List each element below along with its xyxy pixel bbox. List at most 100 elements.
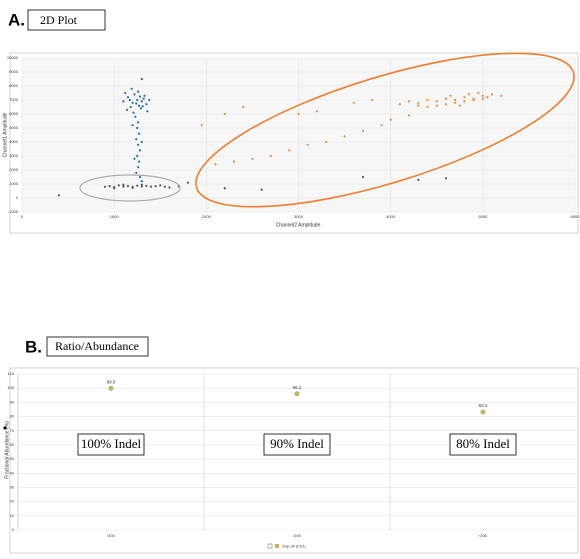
- point: [352, 101, 355, 104]
- point: [137, 160, 141, 163]
- point: [135, 138, 138, 141]
- point: [343, 135, 346, 138]
- point: [134, 115, 137, 118]
- point: [113, 187, 116, 190]
- point: [260, 188, 263, 191]
- point: [140, 183, 143, 186]
- point: [444, 177, 448, 180]
- y-tick-label: 9000: [9, 69, 19, 74]
- point: [154, 185, 157, 188]
- panel-label: A.: [8, 10, 25, 29]
- chart-title: Ratio/Abundance: [55, 339, 139, 353]
- point: [122, 185, 125, 188]
- point: [232, 160, 236, 163]
- point: [426, 105, 429, 109]
- point: [306, 143, 309, 146]
- point: [146, 110, 149, 113]
- point: [136, 154, 139, 158]
- point: [137, 166, 140, 169]
- point: [139, 107, 142, 110]
- point: [297, 112, 300, 116]
- point: [136, 98, 139, 102]
- point: [137, 90, 140, 93]
- point: [122, 100, 125, 103]
- point: [136, 126, 139, 130]
- y-tick-label: 50: [10, 456, 15, 461]
- point: [140, 77, 143, 81]
- annotation: 90% Indel: [270, 436, 324, 451]
- x-tick-label: 4000: [386, 214, 396, 219]
- point: [57, 194, 60, 197]
- point: [129, 105, 132, 109]
- y-tick-label: 100: [7, 385, 14, 390]
- point: [125, 108, 129, 111]
- point: [141, 105, 144, 108]
- point: [108, 385, 114, 391]
- x-tick-label: 3000: [294, 214, 304, 219]
- y-tick-label: 2000: [9, 167, 19, 172]
- point: [463, 100, 466, 103]
- data-label: 96.1: [293, 385, 302, 390]
- point: [380, 124, 383, 127]
- annotation: 80% Indel: [456, 436, 510, 451]
- annotation-box: [263, 433, 331, 456]
- point: [408, 100, 411, 103]
- point: [480, 409, 486, 415]
- data-label: 83.2: [479, 403, 488, 408]
- point: [389, 118, 392, 121]
- y-tick-label: 40: [10, 470, 15, 475]
- chart-title: 2D Plot: [40, 13, 78, 27]
- point: [126, 96, 130, 99]
- point: [294, 391, 300, 397]
- point: [444, 103, 448, 106]
- x-tick-label: 2000: [202, 214, 212, 219]
- point: [251, 157, 254, 160]
- y-tick-label: 7000: [9, 97, 19, 102]
- y-tick-label: 80: [10, 414, 15, 419]
- point: [103, 185, 107, 188]
- y-tick-label: 0: [12, 527, 15, 532]
- y-tick-label: 70: [10, 428, 15, 433]
- x-tick-label: G06: [479, 533, 487, 538]
- y-tick-label: 5000: [9, 125, 19, 130]
- point: [458, 104, 461, 107]
- x-tick-label: 5000: [478, 214, 488, 219]
- title-box: [46, 336, 149, 357]
- y-tick-label: 3000: [9, 153, 19, 158]
- point: [477, 91, 480, 95]
- point: [138, 149, 142, 152]
- legend-label: Snp off (Ch1): [282, 544, 306, 549]
- point: [124, 91, 127, 95]
- point: [140, 100, 143, 103]
- point: [454, 101, 457, 104]
- point: [417, 104, 420, 107]
- gate-ellipse: [79, 174, 181, 202]
- annotation: 100% Indel: [81, 436, 142, 451]
- point: [481, 94, 484, 97]
- point: [130, 87, 133, 90]
- point: [500, 94, 503, 97]
- point: [490, 93, 494, 96]
- y-axis-label: Channel1 Amplitude: [2, 112, 8, 157]
- point: [133, 93, 136, 96]
- y-tick-label: 110: [8, 371, 15, 376]
- point: [481, 97, 484, 100]
- point: [140, 185, 143, 188]
- y-tick-label: 20: [10, 499, 15, 504]
- point: [135, 171, 138, 174]
- point: [148, 98, 151, 102]
- point: [163, 185, 166, 188]
- point: [463, 96, 466, 99]
- point: [131, 186, 134, 190]
- point: [361, 175, 365, 179]
- point: [186, 181, 189, 184]
- point: [486, 96, 489, 99]
- point: [408, 114, 411, 117]
- point: [126, 184, 130, 188]
- x-tick-label: G04: [107, 533, 115, 538]
- point: [214, 163, 217, 166]
- point: [435, 100, 438, 103]
- y-tick-label: 0: [16, 195, 19, 200]
- point: [223, 112, 226, 116]
- point: [117, 184, 120, 187]
